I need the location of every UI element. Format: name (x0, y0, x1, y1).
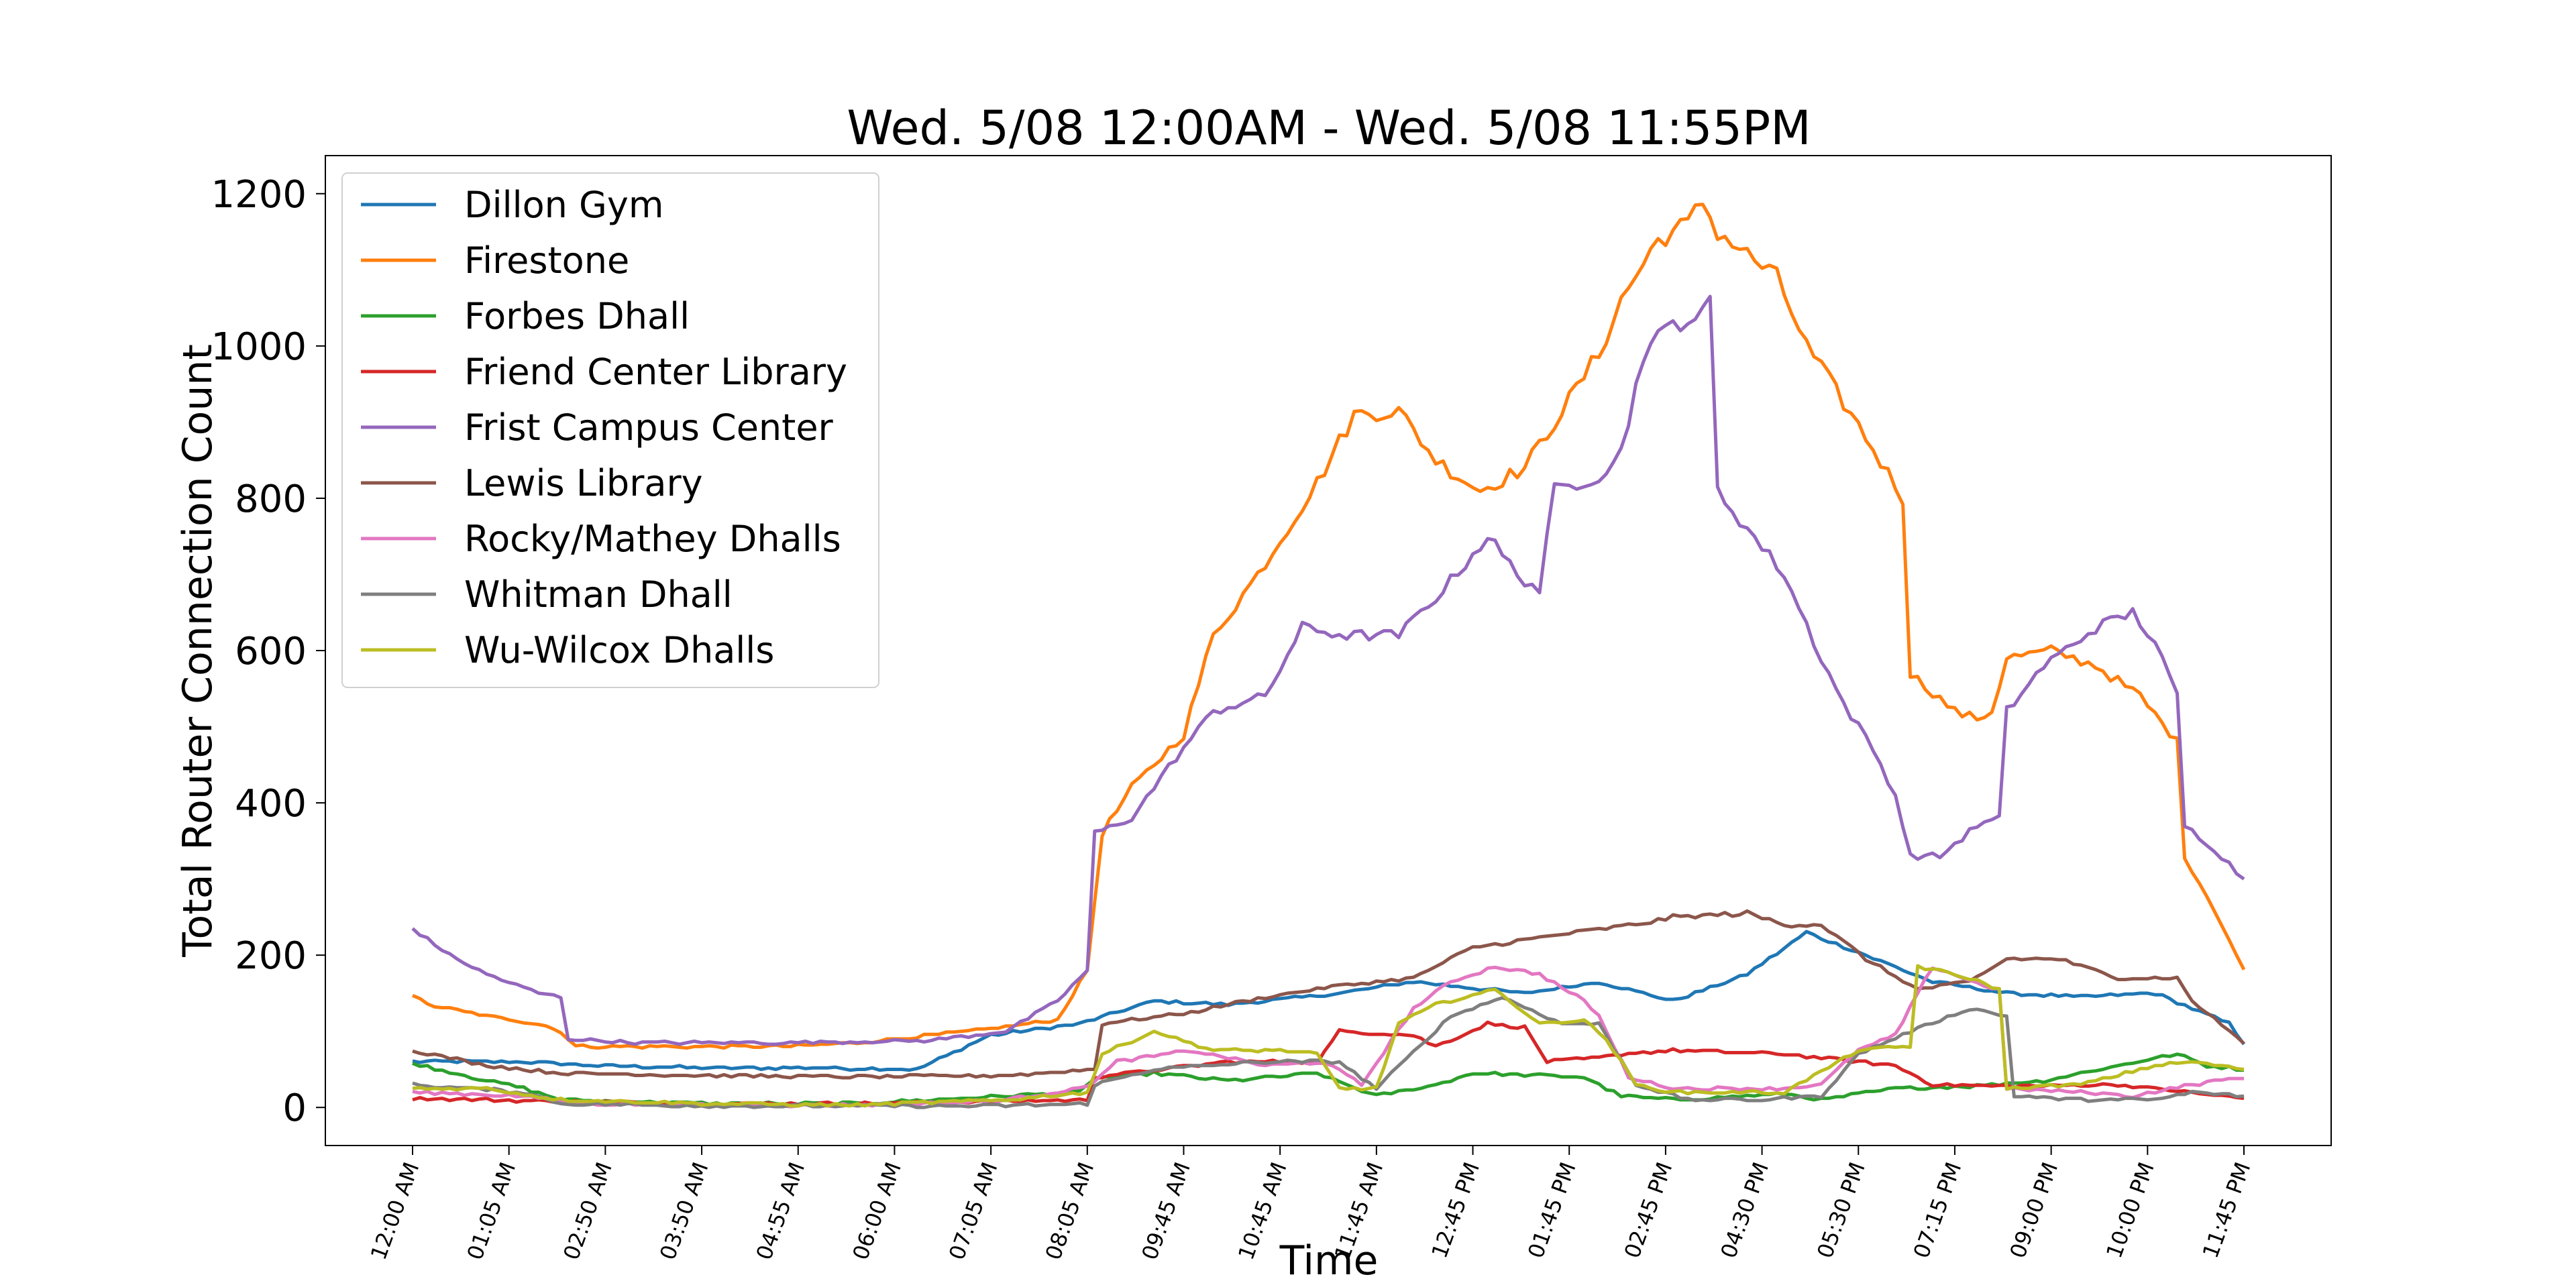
y-tick-label: 400 (235, 782, 307, 826)
legend: Dillon Gym Firestone Forbes Dhall Friend Ce… (341, 172, 879, 688)
series-line-lewis-library (412, 909, 2245, 1080)
series-line-frist-campus-center (411, 294, 2245, 1046)
series-line-wu-wilcox-dhalls (412, 964, 2245, 1108)
y-tick-label: 800 (235, 478, 307, 521)
y-axis: 0 200 400 600 800 1000 1200 (211, 173, 325, 1130)
legend-box (341, 172, 879, 688)
legend-label-firestone: Firestone (464, 239, 629, 282)
y-tick-label: 0 (282, 1087, 307, 1130)
series-line-firestone (412, 203, 2246, 1050)
legend-label-frist-campus-center: Frist Campus Center (464, 406, 834, 449)
chart-title: Wed. 5/08 12:00AM - Wed. 5/08 11:55PM (847, 101, 1811, 156)
legend-label-rocky-mathey-dhalls: Rocky/Mathey Dhalls (464, 518, 841, 560)
y-axis-label: Total Router Connection Count (174, 344, 221, 958)
legend-label-forbes-dhall: Forbes Dhall (464, 295, 690, 337)
legend-label-whitman-dhall: Whitman Dhall (464, 573, 733, 616)
series-line-whitman-dhall (412, 996, 2245, 1109)
legend-label-friend-center-library: Friend Center Library (464, 351, 847, 393)
y-tick-label: 600 (235, 630, 307, 673)
y-tick-label: 200 (235, 934, 307, 978)
legend-label-wu-wilcox-dhalls: Wu-Wilcox Dhalls (464, 629, 774, 671)
plot-area (411, 203, 2246, 1109)
y-tick-label: 1000 (211, 325, 307, 369)
y-tick-label: 1200 (211, 173, 307, 217)
legend-label-lewis-library: Lewis Library (464, 462, 703, 504)
series-line-dillon-gym (412, 930, 2245, 1072)
legend-label-dillon-gym: Dillon Gym (464, 184, 663, 226)
x-axis-label: Time (1279, 1237, 1379, 1281)
